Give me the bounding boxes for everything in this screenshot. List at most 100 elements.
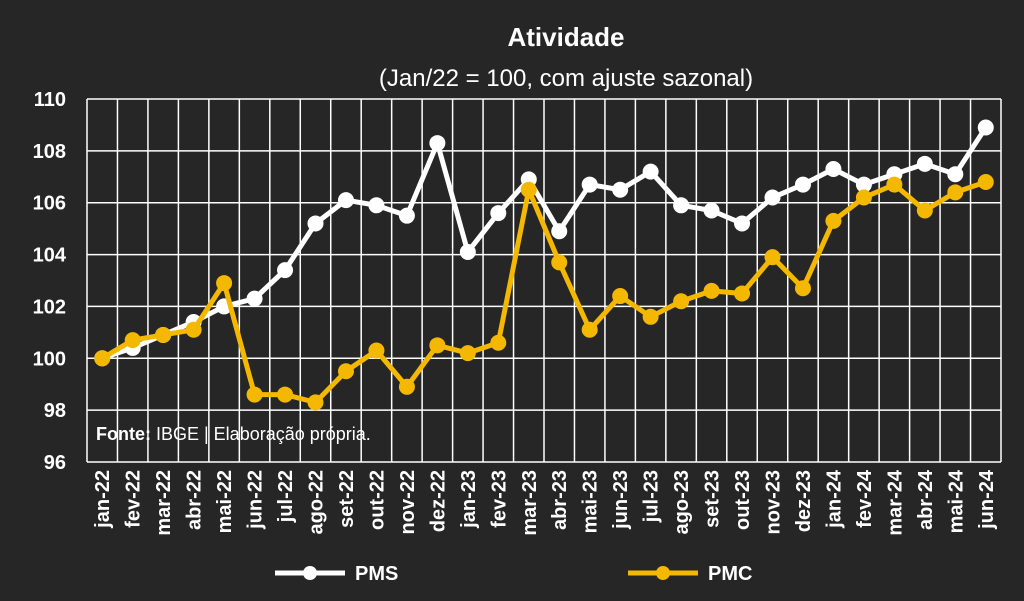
data-point-pms bbox=[855, 176, 872, 193]
x-tick-label: jun-23 bbox=[610, 470, 632, 530]
x-tick-label: mar-22 bbox=[153, 470, 175, 536]
data-point-pms bbox=[734, 215, 751, 232]
x-tick-label: set-23 bbox=[702, 470, 724, 528]
data-point-pms bbox=[429, 135, 446, 152]
data-point-pms bbox=[947, 166, 964, 183]
data-point-pms bbox=[764, 189, 781, 206]
x-tick-label: nov-23 bbox=[763, 470, 785, 534]
data-point-pmc bbox=[764, 249, 781, 266]
data-point-pmc bbox=[855, 189, 872, 206]
y-tick-label: 106 bbox=[33, 193, 66, 215]
data-point-pms bbox=[612, 181, 629, 198]
x-tick-label: ago-23 bbox=[671, 470, 693, 534]
y-axis-ticks: 96 98 100 102 104 106 108 110 bbox=[33, 89, 67, 474]
legend-label: PMC bbox=[708, 563, 752, 585]
x-tick-label: set-22 bbox=[336, 470, 358, 528]
data-point-pms bbox=[551, 223, 568, 240]
legend-item-pms: PMS bbox=[275, 563, 398, 585]
data-point-pms bbox=[673, 197, 690, 214]
data-point-pms bbox=[642, 163, 659, 180]
data-point-pmc bbox=[490, 334, 507, 351]
x-tick-label: fev-24 bbox=[854, 469, 876, 528]
data-point-pms bbox=[916, 155, 933, 172]
data-point-pmc bbox=[825, 212, 842, 229]
data-point-pms bbox=[459, 243, 476, 260]
x-tick-label: dez-22 bbox=[427, 470, 449, 532]
y-tick-label: 100 bbox=[33, 348, 66, 370]
data-point-pmc bbox=[185, 321, 202, 338]
data-point-pmc bbox=[277, 386, 294, 403]
data-point-pmc bbox=[216, 275, 233, 292]
x-tick-label: jan-24 bbox=[823, 469, 845, 529]
data-point-pmc bbox=[642, 308, 659, 325]
x-tick-label: fev-23 bbox=[488, 470, 510, 528]
x-tick-label: mai-24 bbox=[945, 469, 967, 533]
data-point-pmc bbox=[246, 386, 263, 403]
data-point-pms bbox=[581, 176, 598, 193]
x-tick-label: fev-22 bbox=[123, 470, 145, 528]
y-tick-label: 110 bbox=[34, 89, 66, 111]
legend-label: PMS bbox=[355, 563, 398, 585]
data-point-pmc bbox=[520, 181, 537, 198]
x-tick-label: jan-22 bbox=[92, 470, 114, 529]
data-point-pmc bbox=[916, 202, 933, 219]
x-tick-label: jul-22 bbox=[275, 470, 297, 523]
x-tick-label: jun-24 bbox=[976, 469, 998, 530]
grid bbox=[86, 98, 1002, 463]
x-tick-label: abr-22 bbox=[184, 470, 206, 530]
data-point-pms bbox=[337, 192, 354, 209]
data-point-pms bbox=[246, 290, 263, 307]
data-point-pmc bbox=[307, 394, 324, 411]
y-tick-label: 108 bbox=[33, 141, 66, 163]
source-text: IBGE | Elaboração própria. bbox=[151, 424, 371, 444]
data-point-pmc bbox=[947, 184, 964, 201]
x-tick-label: mai-22 bbox=[214, 470, 236, 533]
y-tick-label: 98 bbox=[44, 400, 66, 422]
data-point-pms bbox=[277, 262, 294, 279]
data-point-pmc bbox=[429, 337, 446, 354]
data-point-pms bbox=[368, 197, 385, 214]
data-point-pms bbox=[825, 161, 842, 178]
data-point-pms bbox=[977, 119, 994, 136]
x-tick-label: dez-23 bbox=[793, 470, 815, 532]
data-point-pmc bbox=[94, 350, 111, 367]
data-point-pmc bbox=[673, 293, 690, 310]
x-tick-label: abr-23 bbox=[549, 470, 571, 530]
data-point-pmc bbox=[977, 173, 994, 190]
source-label: Fonte: bbox=[96, 424, 151, 444]
source-note: Fonte: IBGE | Elaboração própria. bbox=[96, 424, 371, 444]
series-pmc bbox=[94, 173, 994, 411]
chart-subtitle: (Jan/22 = 100, com ajuste sazonal) bbox=[379, 65, 753, 92]
data-point-pmc bbox=[155, 326, 172, 343]
data-point-pms bbox=[490, 205, 507, 222]
x-tick-label: ago-22 bbox=[306, 470, 328, 534]
data-point-pmc bbox=[368, 342, 385, 359]
data-point-pmc bbox=[612, 288, 629, 305]
x-tick-label: mai-23 bbox=[580, 470, 602, 533]
data-point-pmc bbox=[551, 254, 568, 271]
data-point-pmc bbox=[703, 282, 720, 299]
x-tick-label: mar-24 bbox=[884, 469, 906, 535]
data-point-pms bbox=[794, 176, 811, 193]
data-point-pmc bbox=[886, 176, 903, 193]
data-point-pms bbox=[703, 202, 720, 219]
x-tick-label: nov-22 bbox=[397, 470, 419, 534]
x-tick-label: out-22 bbox=[366, 470, 388, 530]
y-tick-label: 102 bbox=[33, 296, 66, 318]
data-point-pmc bbox=[337, 363, 354, 380]
data-point-pmc bbox=[459, 345, 476, 362]
legend-item-pmc: PMC bbox=[628, 563, 752, 585]
data-point-pms bbox=[398, 207, 415, 224]
series-layer bbox=[94, 119, 994, 411]
x-tick-label: jul-23 bbox=[641, 470, 663, 523]
y-tick-label: 104 bbox=[33, 245, 67, 267]
data-point-pmc bbox=[794, 280, 811, 297]
x-axis-ticks: jan-22 fev-22 mar-22 abr-22 mai-22 jun-22 jul-… bbox=[92, 469, 998, 535]
data-point-pmc bbox=[581, 321, 598, 338]
data-point-pms bbox=[307, 215, 324, 232]
legend-swatch-marker bbox=[303, 566, 317, 580]
data-point-pmc bbox=[398, 378, 415, 395]
x-tick-label: jan-23 bbox=[458, 470, 480, 529]
